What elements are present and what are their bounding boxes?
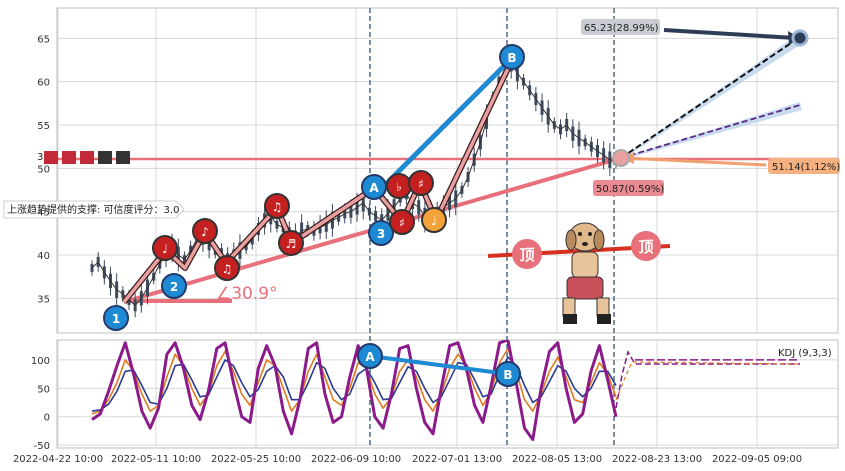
- price-label-current-text: 50.87(0.59%): [596, 184, 664, 195]
- price-label-target: 65.23(28.99%): [581, 19, 660, 35]
- indicator-y-tick-label: 0: [44, 413, 50, 424]
- top-badge-right: 顶: [631, 231, 661, 261]
- kdj-series-d: [91, 356, 617, 412]
- kdj-series-j: [91, 340, 618, 441]
- price-y-tick-label: 50: [37, 164, 50, 175]
- price-y-tick-label: 45: [37, 208, 50, 219]
- support-label-text: 上涨趋势提供的支撑: 可信度评分：3.0: [7, 203, 179, 216]
- projection-dashed-purple: [620, 104, 801, 159]
- indicator-y-tick-label: 50: [37, 384, 50, 395]
- svg-text:♭: ♭: [396, 180, 402, 194]
- x-tick-label: 2022-09-05 09:00: [712, 454, 802, 465]
- kdj-projection-line-2: [615, 361, 801, 401]
- price-grid: [57, 8, 838, 333]
- price-y-tick-label: 55: [37, 121, 50, 132]
- price-panel-frame: [56, 7, 839, 334]
- support-label: 上涨趋势提供的支撑: 可信度评分：3.0: [3, 200, 185, 219]
- kdj-projection-line: [615, 350, 800, 409]
- kdj-marker-b: B: [495, 361, 521, 387]
- left-badge-blocks: [44, 151, 130, 164]
- svg-text:顶: 顶: [638, 238, 653, 256]
- indicator-y-tick-label: 100: [31, 356, 50, 367]
- note-marker-1: ♩: [152, 235, 178, 261]
- x-tick-label: 2022-05-11 10:00: [111, 454, 201, 465]
- svg-text:♫: ♫: [222, 262, 233, 276]
- x-tick-label: 2022-08-05 13:00: [512, 454, 602, 465]
- kdj-lines: [91, 340, 800, 441]
- dog-mascot-icon: [562, 222, 611, 324]
- x-tick-label: 2022-04-22 10:00: [13, 454, 103, 465]
- wave-marker-1: 1: [103, 305, 129, 331]
- wave-marker-a: A: [361, 174, 387, 200]
- svg-text:2: 2: [170, 280, 178, 294]
- wave-marker-b: B: [499, 44, 525, 70]
- svg-text:B: B: [503, 368, 512, 382]
- price-y-tick-label: 65: [37, 34, 50, 45]
- price-label-projection: 51.14(1.12%): [768, 158, 840, 174]
- price-series-line: [91, 63, 617, 306]
- svg-text:♪: ♪: [201, 225, 209, 239]
- svg-text:3: 3: [377, 227, 385, 241]
- kdj-title: KDJ (9,3,3): [778, 348, 832, 359]
- svg-text:♫: ♫: [272, 200, 283, 214]
- kdj-ab-line: [369, 354, 509, 376]
- price-y-tick-label: 35: [37, 294, 50, 305]
- note-marker-4: ♫: [264, 193, 290, 219]
- price-label-projection-text: 51.14(1.12%): [772, 162, 840, 173]
- angle-label: ∠30.9°: [216, 284, 278, 304]
- x-tick-label: 2022-05-25 10:00: [211, 454, 301, 465]
- svg-text:A: A: [369, 181, 379, 195]
- price-label-target-text: 65.23(28.99%): [584, 23, 659, 34]
- indicator-y-tick-label: -50: [34, 441, 50, 452]
- svg-text:♯: ♯: [399, 216, 405, 230]
- x-tick-label: 2022-08-23 13:00: [612, 454, 702, 465]
- note-marker-2: ♪: [192, 218, 218, 244]
- current-arrow-line: [625, 156, 767, 167]
- wave-marker-2: 2: [161, 273, 187, 299]
- note-marker-8: ♯: [389, 209, 415, 235]
- x-tick-label: 2022-07-01 13:00: [412, 454, 502, 465]
- kdj-marker-a: A: [357, 343, 383, 369]
- svg-text:B: B: [507, 51, 516, 65]
- note-marker-5: ♬: [278, 230, 304, 256]
- svg-text:♬: ♬: [286, 237, 297, 251]
- top-badge-left: 顶: [512, 239, 542, 269]
- axis-ticks: 2022-04-22 10:00 2022-05-11 10:00 2022-05-…: [13, 34, 802, 465]
- note-marker-6: ♭: [386, 173, 412, 199]
- price-y-tick-label: 60: [37, 78, 50, 89]
- projection-dashed-black: [620, 36, 801, 159]
- price-y-tick-label: 40: [37, 251, 50, 262]
- note-marker-3: ♫: [214, 255, 240, 281]
- wave-marker-3: 3: [368, 220, 394, 246]
- svg-text:♩: ♩: [431, 214, 437, 228]
- left-tag-text: 3: [37, 152, 43, 163]
- svg-text:♩: ♩: [162, 242, 168, 256]
- note-marker-7: ♯: [408, 170, 434, 196]
- svg-text:顶: 顶: [519, 246, 534, 264]
- current-point-icon: [612, 149, 630, 167]
- svg-text:1: 1: [112, 312, 120, 326]
- svg-text:A: A: [365, 350, 375, 364]
- target-arrow-line: [663, 28, 796, 40]
- svg-text:♯: ♯: [418, 177, 424, 191]
- target-point-icon: [791, 29, 809, 47]
- wave-ab-line: [378, 56, 514, 192]
- x-tick-label: 2022-06-09 10:00: [311, 454, 401, 465]
- price-label-current: 50.87(0.59%): [593, 180, 664, 196]
- note-marker-9: ♩: [421, 207, 447, 233]
